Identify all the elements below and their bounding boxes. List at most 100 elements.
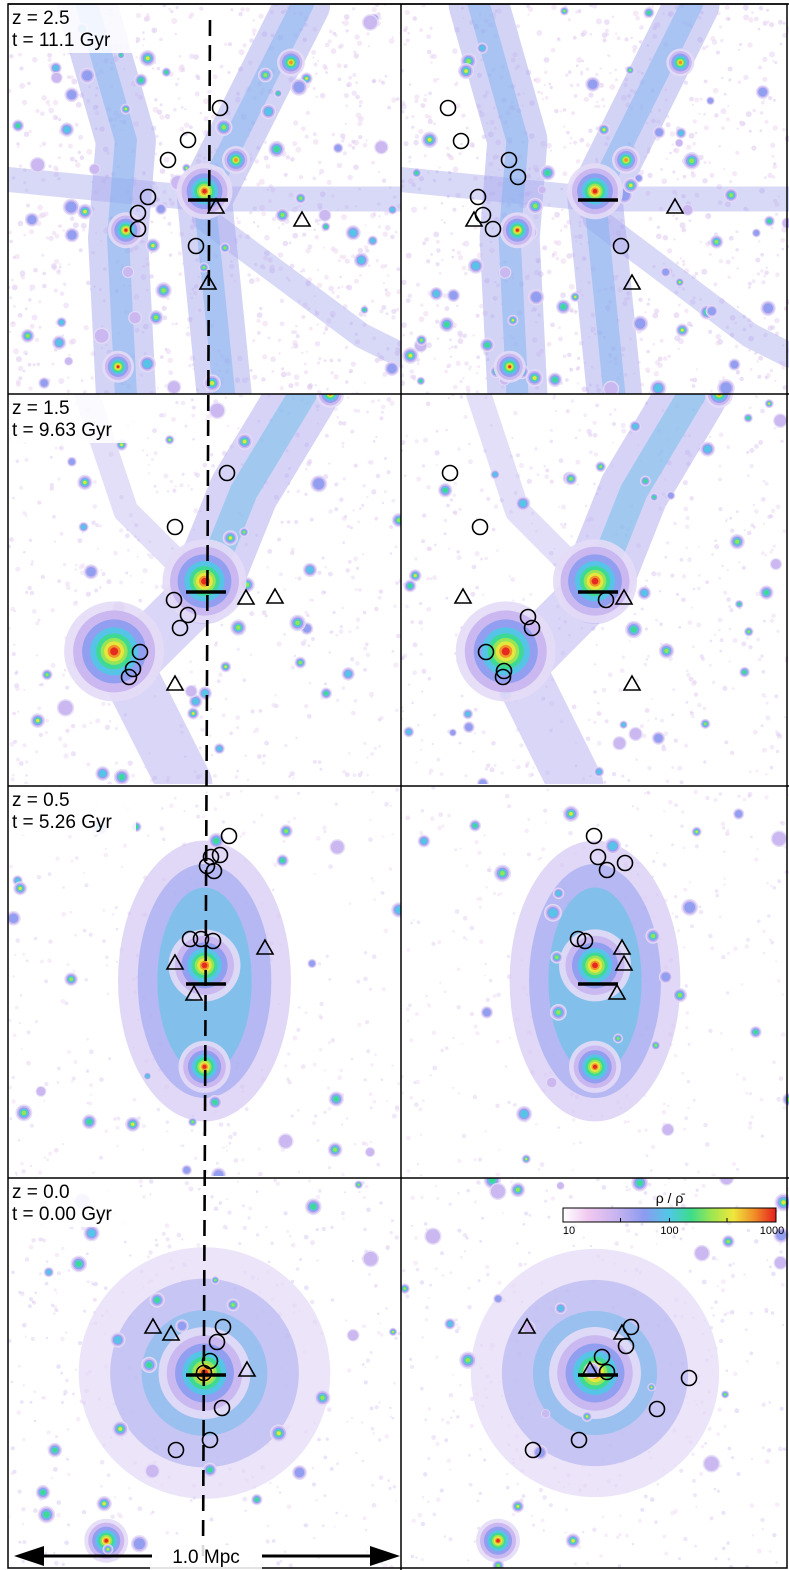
density-speck	[681, 194, 686, 199]
density-speck	[203, 116, 209, 122]
density-speck	[365, 652, 371, 658]
density-speck	[23, 131, 30, 137]
density-speck	[360, 770, 364, 774]
density-speck	[415, 282, 420, 287]
density-speck	[737, 80, 742, 84]
density-speck	[245, 234, 251, 240]
density-speck	[226, 1149, 229, 1152]
density-speck	[379, 309, 384, 314]
density-speck	[328, 651, 331, 654]
density-speck	[651, 5, 655, 9]
density-speck	[767, 914, 771, 918]
density-speck	[370, 695, 373, 698]
density-speck	[47, 872, 52, 877]
density-speck	[781, 365, 786, 370]
density-speck	[774, 317, 780, 324]
density-speck	[678, 303, 681, 307]
density-speck	[732, 171, 738, 177]
density-speck	[760, 1134, 765, 1138]
density-speck	[537, 90, 540, 94]
density-speck	[324, 566, 327, 569]
density-speck	[344, 122, 347, 125]
density-speck	[688, 132, 695, 139]
density-speck	[775, 749, 780, 754]
density-speck	[406, 1169, 411, 1174]
density-speck	[543, 57, 550, 63]
density-speck	[672, 170, 676, 174]
density-speck	[763, 619, 766, 623]
density-speck	[159, 103, 163, 107]
density-speck	[341, 214, 347, 221]
density-speck	[685, 1026, 689, 1030]
density-speck	[304, 467, 308, 471]
density-speck	[362, 610, 367, 615]
density-speck	[304, 1011, 308, 1015]
density-speck	[719, 649, 723, 653]
density-speck	[741, 641, 747, 647]
halo-blob	[703, 445, 712, 453]
density-speck	[677, 765, 683, 771]
density-speck	[660, 168, 663, 171]
density-speck	[48, 107, 55, 114]
density-speck	[484, 1130, 487, 1133]
density-speck	[57, 579, 61, 583]
density-speck	[657, 362, 663, 368]
density-speck	[764, 270, 769, 276]
density-speck	[156, 109, 163, 115]
density-speck	[426, 342, 432, 349]
density-speck	[763, 176, 767, 179]
density-speck	[665, 541, 670, 545]
density-speck	[256, 318, 261, 323]
density-speck	[401, 655, 405, 661]
density-speck	[238, 234, 243, 239]
density-speck	[285, 276, 289, 280]
halo-blob	[664, 648, 669, 653]
density-speck	[662, 262, 666, 265]
density-speck	[382, 1563, 388, 1568]
density-speck	[169, 803, 174, 808]
density-speck	[307, 1179, 312, 1183]
density-speck	[337, 208, 339, 211]
density-speck	[292, 816, 296, 820]
density-speck	[336, 294, 340, 299]
density-speck	[170, 231, 173, 234]
density-speck	[683, 80, 688, 85]
halo-blob	[330, 840, 344, 854]
density-speck	[328, 462, 331, 465]
density-speck	[298, 205, 301, 208]
halo-blob	[124, 228, 128, 232]
density-speck	[59, 291, 65, 296]
density-speck	[57, 269, 61, 273]
density-speck	[447, 153, 452, 158]
density-speck	[770, 884, 773, 888]
density-speck	[438, 166, 441, 169]
density-speck	[215, 641, 218, 644]
density-speck	[82, 1510, 87, 1515]
density-speck	[504, 1065, 508, 1068]
density-speck	[583, 413, 588, 418]
density-speck	[386, 1099, 389, 1103]
density-speck	[419, 830, 423, 835]
density-speck	[569, 309, 574, 313]
density-speck	[279, 1559, 283, 1563]
density-speck	[311, 1121, 317, 1126]
density-speck	[209, 1517, 214, 1522]
density-speck	[304, 1285, 309, 1291]
density-speck	[731, 256, 735, 260]
density-speck	[627, 1120, 630, 1123]
density-speck	[394, 1336, 398, 1341]
density-speck	[664, 555, 668, 559]
density-speck	[621, 774, 625, 778]
density-speck	[389, 804, 392, 808]
density-speck	[345, 568, 350, 573]
density-speck	[283, 172, 288, 177]
halo-blob	[720, 382, 732, 394]
density-speck	[86, 1038, 89, 1041]
density-speck	[381, 80, 385, 85]
density-speck	[382, 835, 385, 838]
density-speck	[173, 796, 177, 800]
density-speck	[270, 356, 276, 363]
halo-blob	[228, 536, 232, 540]
density-speck	[423, 437, 428, 443]
density-speck	[313, 1114, 318, 1118]
